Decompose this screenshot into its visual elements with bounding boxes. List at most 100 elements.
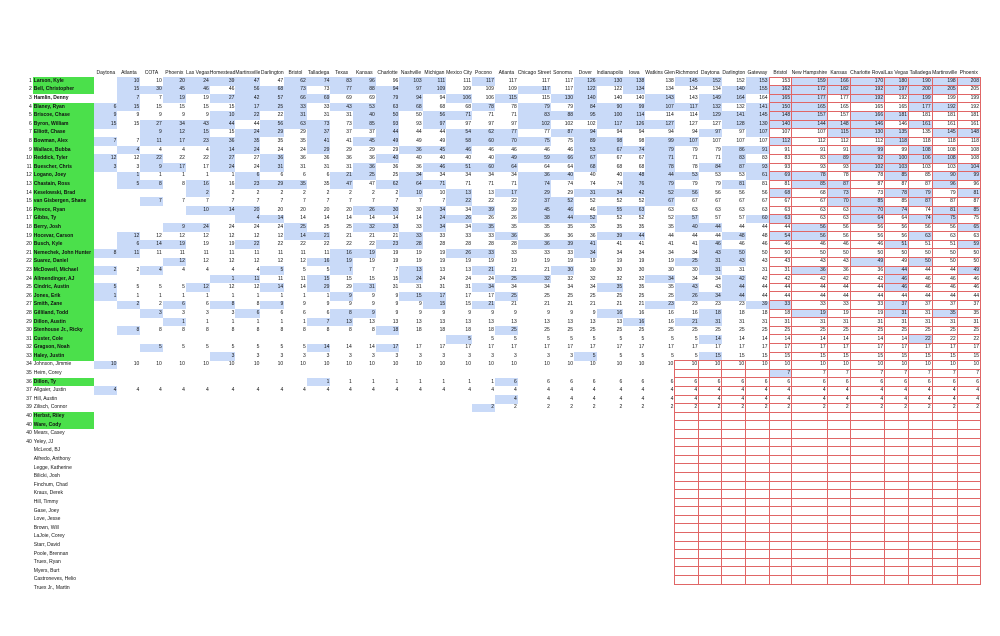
points-cell[interactable] (446, 490, 472, 499)
points-cell[interactable] (140, 584, 163, 592)
points-cell[interactable]: 10 (768, 360, 793, 370)
points-cell[interactable] (117, 215, 140, 224)
race-column-header[interactable]: Richmond (675, 70, 698, 77)
points-cell[interactable]: 111 (422, 77, 447, 86)
points-cell[interactable]: 52 (616, 215, 623, 222)
points-cell[interactable] (307, 498, 331, 507)
points-cell[interactable]: 41 (638, 241, 645, 248)
rank-cell[interactable]: 32 (26, 344, 32, 351)
points-cell[interactable] (163, 498, 186, 507)
points-cell[interactable]: 7 (256, 198, 260, 205)
points-cell[interactable]: 39 (550, 240, 575, 249)
points-cell[interactable]: 79 (645, 180, 675, 189)
points-cell[interactable]: 126 (623, 120, 646, 129)
points-cell[interactable]: 9 (352, 309, 376, 318)
points-cell[interactable]: 117 (674, 102, 699, 112)
points-cell[interactable]: 46 (768, 239, 793, 250)
points-cell[interactable]: 35 (638, 284, 645, 291)
points-cell[interactable] (163, 352, 186, 361)
points-cell[interactable] (94, 524, 117, 533)
points-cell[interactable] (117, 395, 140, 404)
points-cell[interactable] (163, 550, 186, 559)
points-cell[interactable]: 7 (395, 198, 399, 205)
points-cell[interactable]: 21 (471, 266, 495, 275)
points-cell[interactable]: 4 (592, 395, 596, 402)
points-cell[interactable]: 141 (721, 111, 746, 121)
points-cell[interactable] (330, 335, 352, 344)
points-cell[interactable] (94, 438, 117, 447)
points-cell[interactable]: 6 (547, 378, 550, 385)
points-cell[interactable]: 14 (791, 334, 828, 344)
points-cell[interactable]: 9 (491, 309, 494, 316)
points-cell[interactable] (140, 472, 163, 481)
points-cell[interactable]: 14 (698, 334, 722, 344)
points-cell[interactable] (932, 584, 957, 592)
points-cell[interactable]: 17 (488, 344, 494, 351)
points-cell[interactable]: 44 (762, 292, 768, 299)
driver-name-cell[interactable]: Suarez, Daniel (32, 257, 95, 267)
rank-cell[interactable]: 13 (26, 181, 32, 188)
points-cell[interactable] (884, 437, 910, 448)
points-cell[interactable]: 10 (544, 361, 550, 368)
points-cell[interactable]: 4 (849, 394, 886, 405)
points-cell[interactable]: 44 (826, 291, 851, 302)
driver-name-cell[interactable]: Stenhouse Jr., Ricky (32, 326, 95, 335)
points-cell[interactable]: 44 (692, 232, 698, 239)
points-cell[interactable]: 56 (884, 222, 910, 233)
points-cell[interactable]: 56 (739, 189, 745, 196)
points-cell[interactable]: 34 (465, 206, 471, 213)
points-cell[interactable]: 152 (736, 77, 745, 84)
points-cell[interactable] (284, 404, 307, 413)
points-cell[interactable] (721, 506, 747, 516)
points-cell[interactable]: 14 (209, 145, 236, 155)
points-cell[interactable]: 49 (439, 138, 446, 145)
points-cell[interactable] (307, 558, 331, 567)
points-cell[interactable] (94, 94, 117, 103)
points-cell[interactable] (186, 275, 210, 284)
points-cell[interactable] (140, 215, 163, 224)
points-cell[interactable]: 67 (692, 198, 698, 205)
points-cell[interactable] (163, 189, 186, 198)
points-cell[interactable]: 15 (931, 351, 958, 362)
points-cell[interactable]: 17 (162, 137, 186, 146)
points-cell[interactable] (551, 481, 574, 490)
points-cell[interactable]: 47 (369, 181, 375, 188)
points-cell[interactable]: 9 (162, 223, 186, 232)
points-cell[interactable] (423, 438, 446, 447)
points-cell[interactable] (597, 481, 624, 490)
points-cell[interactable]: 31 (323, 163, 330, 170)
points-cell[interactable]: 17 (235, 102, 261, 112)
points-cell[interactable]: 6 (768, 377, 793, 387)
points-cell[interactable]: 32 (352, 223, 376, 232)
points-cell[interactable] (698, 557, 723, 568)
points-cell[interactable]: 68 (399, 102, 423, 112)
points-cell[interactable] (698, 411, 723, 422)
points-cell[interactable]: 97 (399, 85, 423, 95)
points-cell[interactable]: 21 (567, 301, 574, 308)
points-cell[interactable] (399, 438, 422, 447)
points-cell[interactable] (674, 463, 700, 473)
points-cell[interactable] (472, 541, 495, 550)
points-cell[interactable] (284, 464, 307, 473)
points-cell[interactable]: 140 (635, 95, 645, 102)
points-cell[interactable]: 10 (721, 360, 747, 370)
points-cell[interactable]: 44 (908, 265, 933, 276)
points-cell[interactable]: 81 (956, 188, 982, 198)
points-cell[interactable]: 25 (668, 292, 674, 299)
points-cell[interactable]: 87 (908, 196, 933, 207)
points-cell[interactable]: 83 (330, 77, 353, 86)
race-column-header[interactable]: Sonoma (553, 70, 572, 77)
points-cell[interactable]: 145 (931, 128, 958, 138)
points-cell[interactable] (140, 515, 163, 524)
points-cell[interactable]: 7 (326, 198, 330, 205)
points-cell[interactable]: 92 (849, 153, 886, 164)
points-cell[interactable]: 4 (235, 214, 261, 224)
points-cell[interactable]: 19 (511, 258, 517, 265)
points-cell[interactable]: 41 (574, 240, 597, 249)
points-cell[interactable] (163, 429, 186, 438)
points-cell[interactable]: 10 (826, 360, 851, 370)
points-cell[interactable] (284, 584, 307, 592)
points-cell[interactable] (931, 523, 958, 534)
points-cell[interactable] (260, 412, 284, 421)
points-cell[interactable]: 51 (908, 239, 933, 250)
